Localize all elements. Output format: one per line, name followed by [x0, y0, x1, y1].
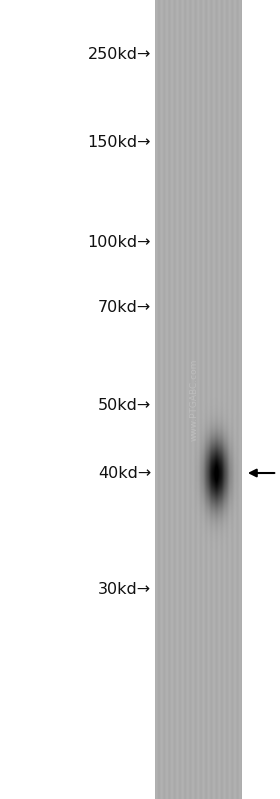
Text: 150kd→: 150kd→ — [88, 135, 151, 149]
Text: 70kd→: 70kd→ — [98, 300, 151, 315]
Text: 100kd→: 100kd→ — [88, 235, 151, 249]
Text: 50kd→: 50kd→ — [98, 399, 151, 413]
Text: www.PTGABC.com: www.PTGABC.com — [190, 358, 199, 441]
Text: 30kd→: 30kd→ — [98, 582, 151, 597]
Text: 40kd→: 40kd→ — [98, 466, 151, 480]
Text: 250kd→: 250kd→ — [88, 47, 151, 62]
